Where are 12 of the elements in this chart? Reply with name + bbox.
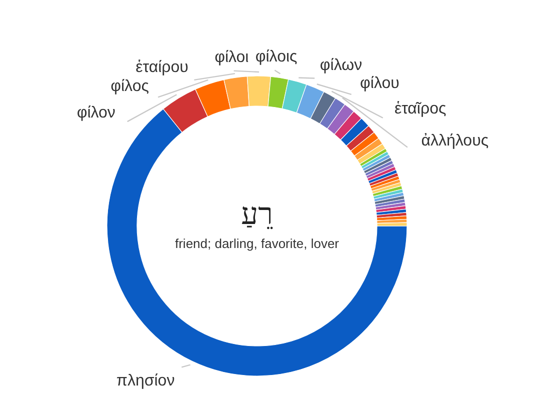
slice-label: ἑταῖρος [394, 100, 446, 118]
slice-label: ἀλλήλους [421, 132, 489, 150]
slice-label: φίλου [360, 74, 400, 92]
slice-label: φίλοι [214, 49, 250, 66]
text: רֵעַ [241, 197, 273, 232]
slice-label: πλησίον [116, 372, 175, 390]
slice-label: φίλων [320, 57, 362, 74]
slice-label: ἑταίρου [136, 59, 188, 76]
slice-label: φίλοις [255, 48, 298, 66]
slice-label: φίλον [76, 104, 116, 122]
slice-label: φίλος [110, 78, 150, 95]
text: friend; darling, favorite, lover [174, 236, 340, 251]
